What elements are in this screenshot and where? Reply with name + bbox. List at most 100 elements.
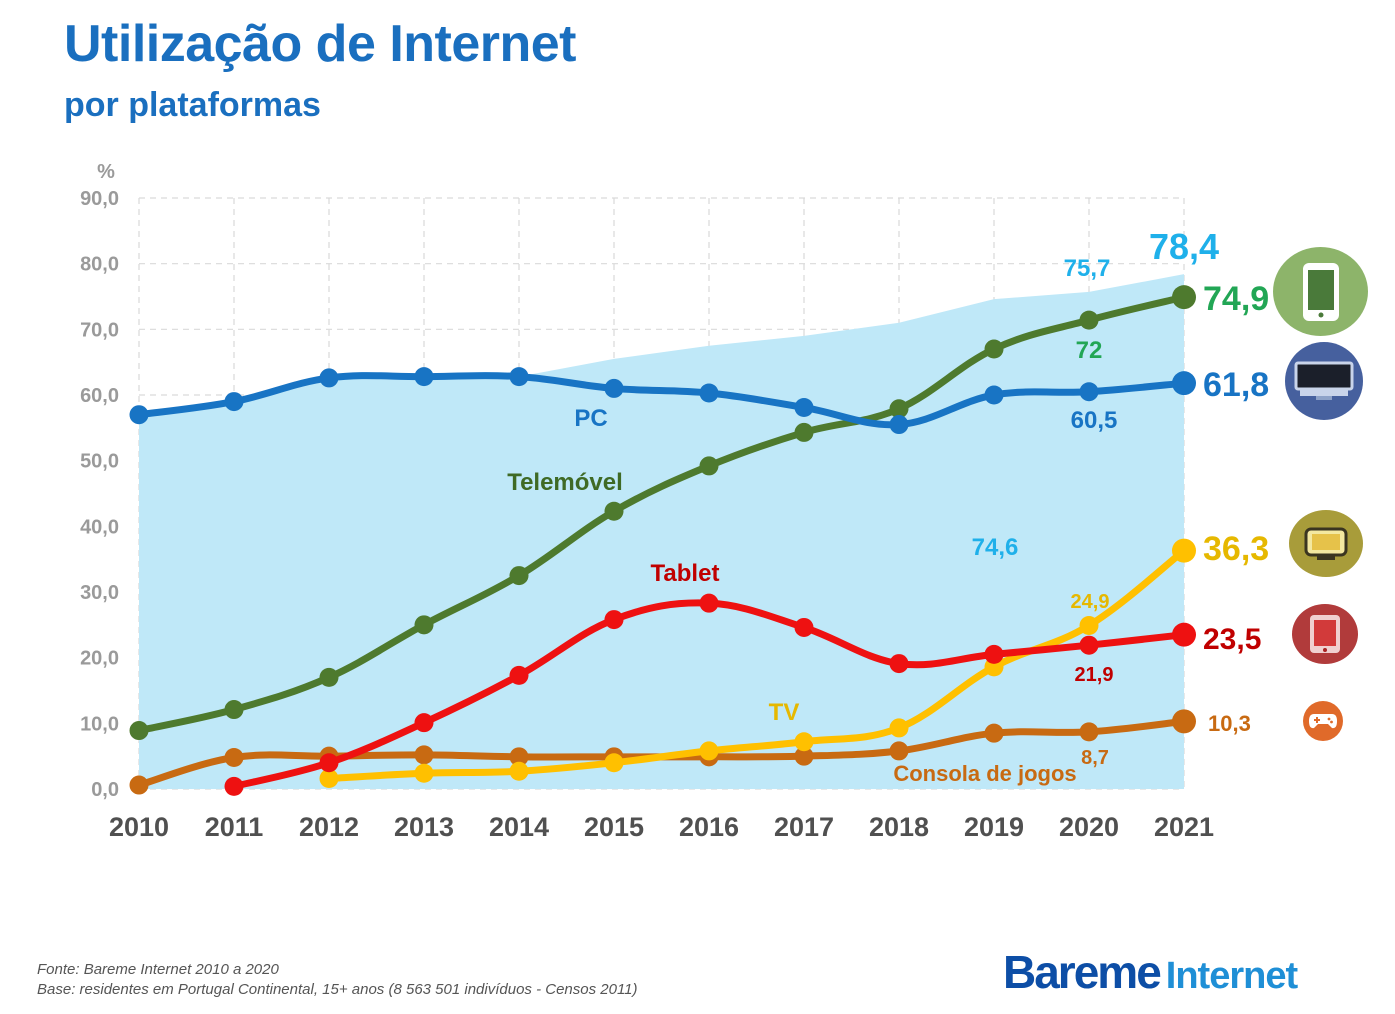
data-point	[129, 775, 149, 795]
x-tick-label: 2016	[679, 812, 739, 842]
data-point	[319, 753, 339, 773]
data-point	[699, 741, 719, 761]
x-tick-label: 2021	[1154, 812, 1214, 842]
y-tick-label: 40,0	[80, 516, 119, 538]
x-tick-label: 2017	[774, 812, 834, 842]
series-line-3	[325, 547, 1188, 782]
data-point	[794, 732, 814, 752]
label-pc-2021: 61,8	[1203, 366, 1269, 404]
x-tick-label: 2018	[869, 812, 929, 842]
data-point	[509, 761, 529, 781]
label-telemovel: Telemóvel	[507, 469, 623, 496]
area-layer	[139, 274, 1184, 789]
data-point	[984, 723, 1004, 743]
gamepad-icon	[1303, 701, 1343, 741]
logo-text-bareme: Bareme	[1003, 946, 1162, 998]
label-telemovel-2020: 72	[1076, 337, 1103, 364]
label-telemovel-2021: 74,9	[1203, 280, 1269, 318]
y-tick-label: 50,0	[80, 451, 119, 473]
x-tick-label: 2015	[584, 812, 644, 842]
y-tick-label: 80,0	[80, 254, 119, 276]
label-internet-2020: 75,7	[1064, 255, 1111, 282]
label-pc: PC	[574, 405, 607, 432]
y-tick-label: 30,0	[80, 582, 119, 604]
label-consola: Consola de jogos	[893, 761, 1076, 786]
x-tick-label: 2012	[299, 812, 359, 842]
data-point	[129, 721, 149, 741]
y-axis-unit: %	[97, 161, 115, 183]
x-tick-label: 2013	[394, 812, 454, 842]
label-tablet-2020: 21,9	[1075, 664, 1114, 686]
data-point	[1172, 285, 1196, 310]
x-tick-label: 2019	[964, 812, 1024, 842]
y-tick-label: 10,0	[80, 713, 119, 735]
tv-icon	[1289, 510, 1363, 577]
data-point	[1079, 635, 1099, 655]
data-point	[1172, 622, 1196, 647]
data-point	[414, 763, 434, 783]
data-point	[224, 747, 244, 767]
data-point	[889, 718, 909, 738]
chart-subtitle: por plataformas	[64, 86, 321, 124]
data-point	[604, 378, 624, 398]
data-point	[1079, 615, 1099, 635]
y-tick-label: 90,0	[80, 188, 119, 210]
label-consola-2020: 8,7	[1081, 747, 1109, 769]
axes: 0,0 10,0 20,0 30,0 40,0 50,0 60,0 70,0 80,0 90,0%…	[80, 161, 1214, 842]
label-consola-2021: 10,3	[1208, 711, 1251, 736]
data-point	[699, 456, 719, 476]
data-point	[889, 741, 909, 761]
data-point	[889, 415, 909, 435]
data-point	[224, 700, 244, 720]
source-line: Fonte: Bareme Internet 2010 a 2020	[37, 961, 279, 978]
annotations: PC Telemóvel Tablet TV Consola de jogos 74,6 7…	[507, 226, 1269, 786]
x-tick-label: 2020	[1059, 812, 1119, 842]
data-point	[794, 397, 814, 417]
label-tablet: Tablet	[651, 560, 720, 587]
data-point	[224, 776, 244, 796]
data-point	[604, 610, 624, 630]
data-point	[1172, 709, 1196, 734]
y-tick-label: 20,0	[80, 648, 119, 670]
internet-area	[139, 274, 1184, 789]
y-tick-label: 60,0	[80, 385, 119, 407]
y-tick-label: 70,0	[80, 319, 119, 341]
label-internet-2019: 74,6	[972, 534, 1019, 561]
source-note: Fonte: Bareme Internet 2010 a 2020 Base:…	[37, 960, 638, 1000]
x-tick-label: 2010	[109, 812, 169, 842]
base-line: Base: residentes em Portugal Continental…	[37, 981, 638, 998]
data-point	[604, 501, 624, 521]
data-point	[984, 339, 1004, 359]
label-tv-2020: 24,9	[1071, 591, 1110, 613]
data-point	[414, 615, 434, 635]
x-tick-label: 2011	[205, 812, 264, 842]
bareme-logo: Bareme Internet	[1003, 945, 1298, 999]
data-point	[699, 383, 719, 403]
data-point	[224, 392, 244, 412]
x-tick-label: 2014	[489, 812, 549, 842]
data-point	[889, 399, 909, 419]
series-lines	[129, 285, 1196, 796]
label-pc-2020: 60,5	[1071, 407, 1118, 434]
data-point	[129, 405, 149, 425]
data-point	[794, 422, 814, 442]
data-point	[509, 566, 529, 586]
data-point	[1079, 382, 1099, 402]
data-point	[794, 746, 814, 766]
data-point	[604, 753, 624, 773]
data-point	[509, 747, 529, 767]
data-point	[699, 593, 719, 613]
data-point	[509, 367, 529, 387]
data-point	[1172, 538, 1196, 563]
label-tv-2021: 36,3	[1203, 530, 1269, 568]
data-point	[1079, 722, 1099, 742]
smartphone-icon	[1273, 247, 1368, 336]
data-point	[319, 768, 339, 788]
tablet-icon	[1292, 604, 1358, 664]
data-point	[1079, 310, 1099, 330]
label-tv: TV	[769, 699, 800, 726]
data-point	[319, 368, 339, 388]
data-point	[889, 654, 909, 674]
label-tablet-2021: 23,5	[1203, 623, 1261, 656]
